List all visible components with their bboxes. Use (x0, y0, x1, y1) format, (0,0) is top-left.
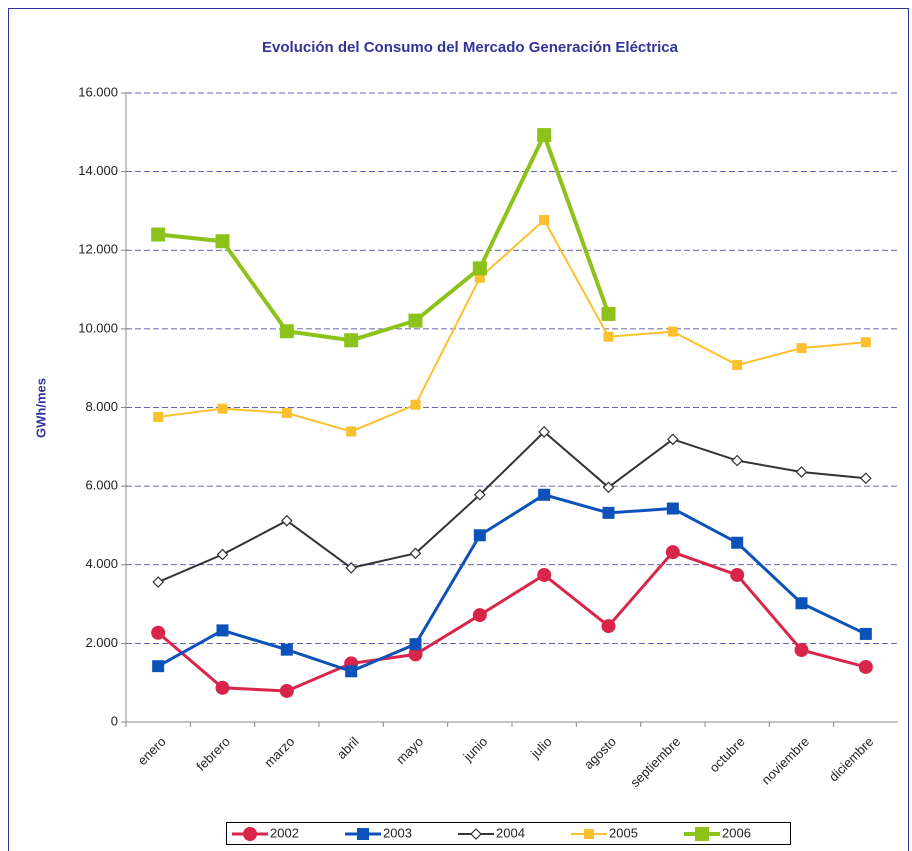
point (344, 333, 359, 348)
series-line (157, 550, 867, 693)
point (666, 433, 679, 446)
point (279, 683, 294, 698)
point (474, 272, 485, 283)
point (860, 337, 871, 348)
point (473, 529, 486, 542)
point (539, 214, 550, 225)
point (215, 234, 230, 249)
point (665, 545, 680, 560)
legend-marker (243, 827, 257, 841)
point (732, 360, 743, 371)
legend-marker (470, 828, 482, 840)
legend-label: 2002 (270, 825, 299, 840)
point (538, 426, 551, 438)
point (409, 547, 422, 560)
y-tick-label: 0 (111, 713, 118, 728)
point (472, 608, 487, 623)
point (537, 128, 552, 143)
point (216, 624, 229, 637)
point (151, 227, 166, 242)
point (796, 343, 807, 354)
y-tick-label: 8.000 (85, 399, 118, 414)
point (152, 660, 165, 673)
legend-marker (584, 829, 594, 839)
point (795, 466, 808, 478)
legend-marker (357, 828, 369, 840)
legend-label: 2003 (383, 825, 412, 840)
y-tick-label: 6.000 (85, 478, 118, 493)
point (409, 638, 422, 651)
point (281, 408, 292, 419)
legend-marker (695, 827, 709, 841)
point (408, 313, 423, 328)
point (151, 625, 166, 640)
point (345, 665, 358, 678)
y-tick-label: 12.000 (78, 242, 118, 257)
point (794, 643, 809, 658)
point (346, 426, 357, 437)
legend-label: 2004 (496, 825, 525, 840)
point (410, 399, 421, 410)
point (473, 488, 486, 501)
y-axis-label: GWh/mes (33, 378, 48, 438)
point (602, 481, 615, 494)
legend-label: 2006 (722, 825, 751, 840)
point (666, 502, 679, 515)
point (280, 514, 293, 527)
series-line (157, 493, 867, 673)
point (345, 562, 358, 574)
point (279, 324, 294, 339)
point (538, 488, 551, 501)
point (858, 659, 873, 674)
chart-frame (8, 8, 909, 851)
legend-label: 2005 (609, 825, 638, 840)
point (731, 454, 744, 467)
point (216, 548, 229, 561)
point (472, 261, 487, 276)
point (152, 576, 165, 588)
y-tick-label: 10.000 (78, 320, 118, 335)
point (731, 536, 744, 549)
point (730, 567, 745, 582)
y-tick-label: 4.000 (85, 556, 118, 571)
y-tick-label: 2.000 (85, 635, 118, 650)
y-tick-label: 16.000 (78, 84, 118, 99)
series-line (158, 218, 866, 433)
y-tick-label: 14.000 (78, 163, 118, 178)
series-line (157, 129, 611, 343)
point (859, 472, 872, 485)
series-line (157, 430, 866, 583)
point (601, 306, 616, 321)
point (408, 647, 423, 662)
point (859, 627, 872, 640)
point (667, 326, 678, 337)
point (153, 411, 164, 422)
point (795, 597, 808, 610)
point (601, 619, 616, 634)
point (280, 643, 293, 656)
point (217, 403, 228, 414)
point (537, 567, 552, 582)
point (602, 506, 615, 519)
point (603, 331, 614, 342)
chart-title: Evolución del Consumo del Mercado Genera… (262, 39, 679, 56)
point (215, 680, 230, 695)
